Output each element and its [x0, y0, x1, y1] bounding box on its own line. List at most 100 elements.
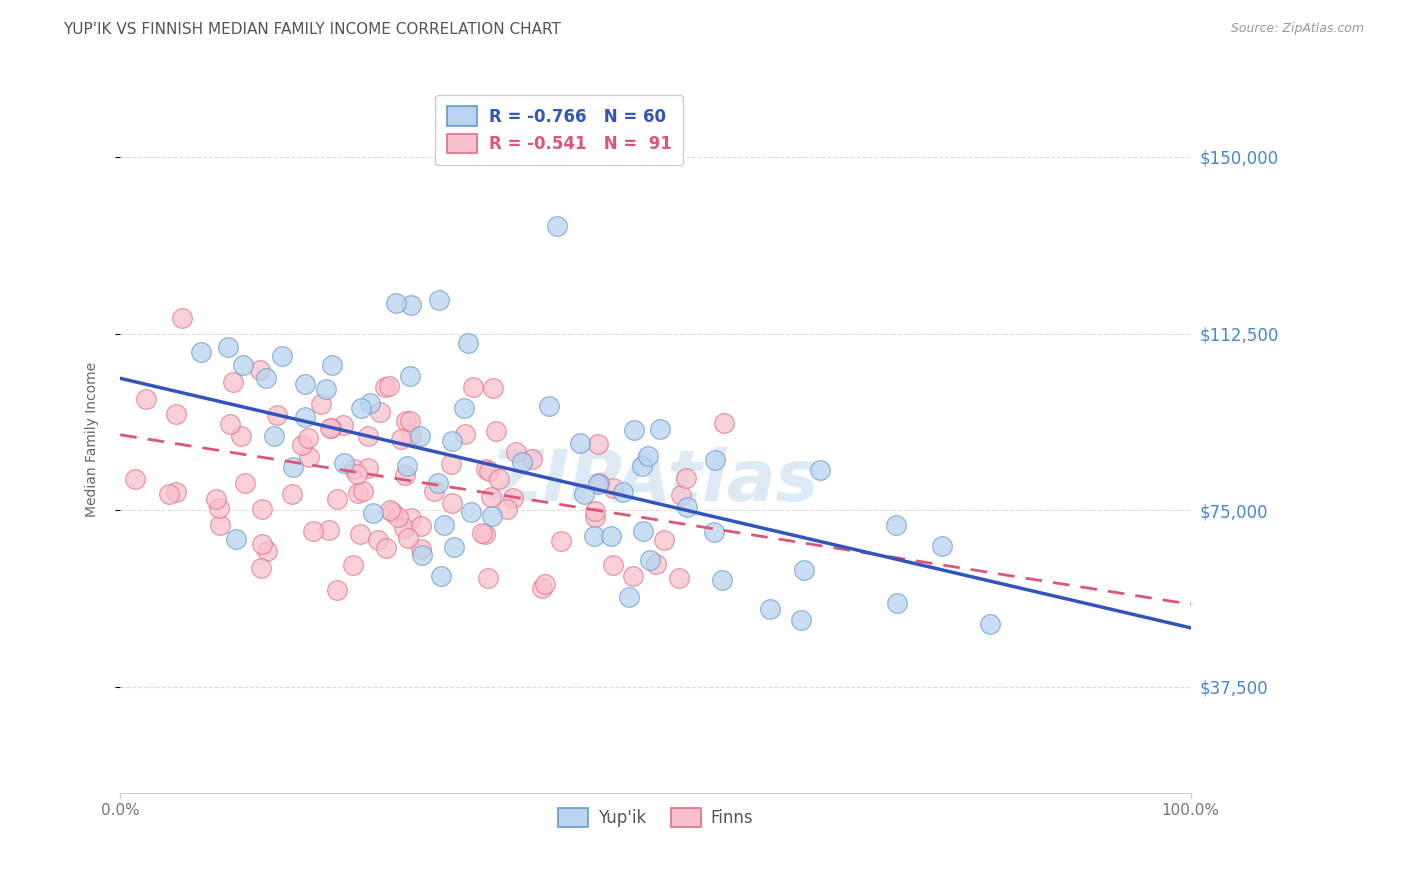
Point	[648, 422, 671, 436]
Point	[165, 407, 187, 421]
Point	[568, 435, 591, 450]
Point	[343, 462, 366, 476]
Point	[172, 311, 194, 326]
Point	[453, 401, 475, 416]
Point	[401, 428, 423, 442]
Point	[505, 445, 527, 459]
Point	[395, 414, 418, 428]
Point	[294, 410, 316, 425]
Point	[359, 396, 381, 410]
Point	[352, 484, 374, 499]
Point	[460, 505, 482, 519]
Point	[443, 540, 465, 554]
Point	[342, 558, 364, 572]
Point	[710, 574, 733, 588]
Point	[637, 449, 659, 463]
Point	[378, 379, 401, 393]
Point	[333, 456, 356, 470]
Point	[205, 492, 228, 507]
Point	[440, 496, 463, 510]
Point	[510, 455, 533, 469]
Point	[409, 542, 432, 557]
Point	[319, 421, 342, 435]
Point	[378, 503, 401, 517]
Point	[669, 488, 692, 502]
Point	[222, 375, 245, 389]
Point	[157, 487, 180, 501]
Point	[367, 533, 389, 548]
Point	[124, 472, 146, 486]
Point	[209, 518, 232, 533]
Point	[385, 295, 408, 310]
Point	[325, 582, 347, 597]
Point	[703, 525, 725, 540]
Point	[475, 462, 498, 476]
Point	[979, 617, 1001, 632]
Point	[644, 557, 666, 571]
Point	[583, 510, 606, 524]
Point	[520, 452, 543, 467]
Point	[297, 431, 319, 445]
Point	[675, 471, 697, 485]
Point	[457, 335, 479, 350]
Point	[217, 340, 239, 354]
Point	[357, 460, 380, 475]
Point	[368, 405, 391, 419]
Point	[375, 541, 398, 555]
Point	[439, 457, 461, 471]
Point	[411, 548, 433, 562]
Point	[361, 506, 384, 520]
Point	[623, 423, 645, 437]
Point	[481, 508, 503, 523]
Point	[349, 401, 371, 415]
Point	[250, 537, 273, 551]
Point	[232, 358, 254, 372]
Point	[931, 540, 953, 554]
Point	[884, 518, 907, 533]
Point	[886, 596, 908, 610]
Point	[233, 476, 256, 491]
Point	[617, 590, 640, 604]
Point	[676, 500, 699, 514]
Point	[426, 476, 449, 491]
Point	[346, 486, 368, 500]
Point	[271, 349, 294, 363]
Point	[550, 534, 572, 549]
Point	[357, 428, 380, 442]
Point	[631, 524, 654, 539]
Point	[427, 293, 450, 307]
Point	[488, 472, 510, 486]
Point	[346, 467, 368, 481]
Point	[638, 553, 661, 567]
Point	[229, 428, 252, 442]
Point	[399, 413, 422, 427]
Point	[263, 429, 285, 443]
Point	[374, 380, 396, 394]
Point	[399, 369, 422, 384]
Point	[530, 582, 553, 596]
Text: ZIPAtlas: ZIPAtlas	[491, 448, 820, 516]
Point	[302, 524, 325, 538]
Point	[399, 298, 422, 312]
Point	[713, 416, 735, 430]
Point	[298, 450, 321, 464]
Point	[219, 417, 242, 431]
Point	[225, 532, 247, 546]
Point	[478, 464, 501, 478]
Legend: Yup'ik, Finns: Yup'ik, Finns	[551, 801, 761, 834]
Point	[454, 426, 477, 441]
Point	[249, 363, 271, 377]
Point	[398, 531, 420, 545]
Point	[582, 529, 605, 543]
Point	[474, 527, 496, 541]
Point	[291, 438, 314, 452]
Point	[471, 525, 494, 540]
Point	[165, 485, 187, 500]
Point	[546, 219, 568, 234]
Point	[793, 563, 815, 577]
Point	[430, 569, 453, 583]
Point	[409, 518, 432, 533]
Point	[135, 392, 157, 407]
Point	[318, 523, 340, 537]
Point	[433, 517, 456, 532]
